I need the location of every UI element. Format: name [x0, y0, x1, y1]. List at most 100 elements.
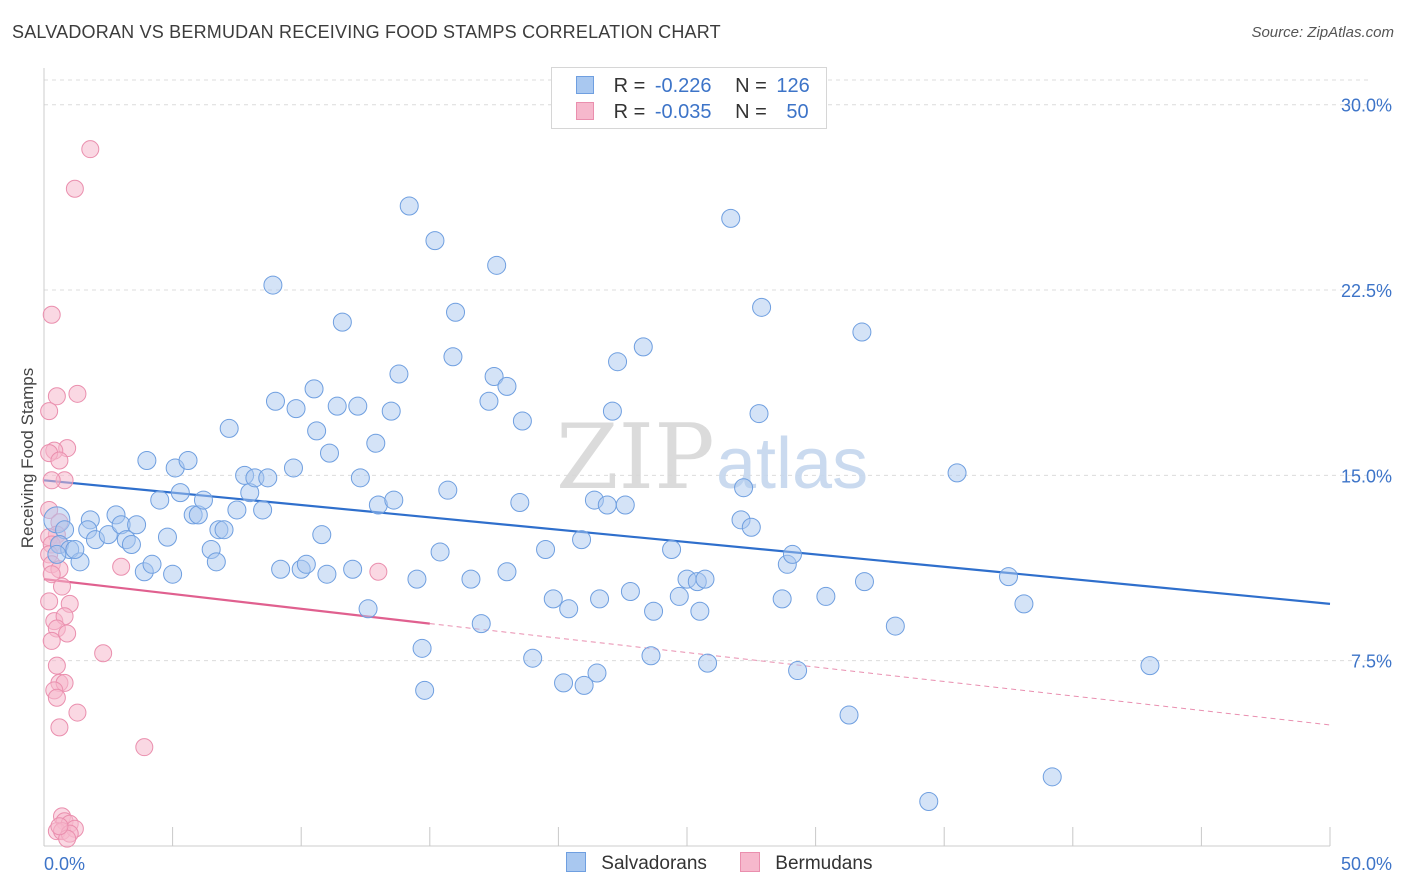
salvadoran-point	[608, 352, 628, 372]
salvadoran-point	[574, 675, 594, 695]
salvadoran-point	[399, 196, 419, 216]
x-tick-label: 0.0%	[44, 854, 85, 874]
salvadoran-point	[219, 418, 239, 438]
bermudan-point	[40, 402, 59, 421]
salvadoran-point	[641, 646, 661, 666]
r-label: R =	[613, 75, 646, 97]
salvadoran-point	[265, 391, 285, 411]
salvadoran-point	[749, 404, 769, 424]
salvadoran-point	[142, 554, 162, 574]
bermudan-point	[68, 384, 87, 403]
salvadoran-point	[214, 520, 234, 540]
salvadoran-point	[590, 589, 610, 609]
legend-row-salvadorans: R = -0.226 N = 126	[576, 75, 810, 99]
r-label: R =	[613, 101, 646, 123]
bermudan-point	[47, 656, 66, 675]
salvadoran-point	[721, 208, 741, 228]
bermudan-point	[68, 703, 87, 722]
salvadoran-point	[193, 490, 213, 510]
bermudan-legend-swatch	[740, 852, 760, 872]
n-value: 126	[776, 75, 810, 97]
salvadoran-point	[296, 554, 316, 574]
salvadoran-point	[587, 663, 607, 683]
salvadoran-point	[839, 705, 859, 725]
bermudan-point	[50, 451, 69, 470]
salvadoran-point	[734, 478, 754, 498]
bermudan-point	[50, 718, 69, 737]
bermudan-point	[47, 387, 66, 406]
bermudan-point	[65, 179, 84, 198]
bermudan-point	[53, 577, 72, 596]
salvadoran-point	[384, 490, 404, 510]
salvadoran-point	[157, 527, 177, 547]
salvadoran-point	[523, 648, 543, 668]
salvadoran-point	[412, 638, 432, 658]
bermudan-point	[81, 140, 100, 159]
salvadoran-point	[258, 468, 278, 488]
salvadoran-point	[348, 396, 368, 416]
bermudan-point	[42, 631, 61, 650]
watermark: ZIP atlas	[556, 405, 868, 510]
salvadoran-point	[47, 544, 67, 564]
x-tick-label: 50.0%	[1341, 854, 1392, 874]
salvadorans-label: Salvadorans	[601, 853, 707, 874]
n-value: 50	[786, 101, 809, 123]
legend-row-bermudans: R = -0.035 N = 50	[576, 101, 809, 125]
salvadoran-point	[947, 463, 967, 483]
salvadoran-point	[425, 231, 445, 251]
salvadoran-point	[487, 255, 507, 275]
salvadoran-point	[497, 376, 517, 396]
salvadoran-point	[381, 401, 401, 421]
correlation-legend: R = -0.226 N = 126 R = -0.035 N = 50	[551, 67, 827, 129]
salvadoran-point	[319, 443, 339, 463]
salvadoran-point	[741, 517, 761, 537]
salvadoran-point	[1140, 656, 1160, 676]
bermudan-points	[40, 140, 388, 848]
tick-labels: 7.5% 15.0% 22.5% 30.0% 0.0% 50.0%	[44, 96, 1392, 874]
salvadoran-point	[471, 614, 491, 634]
salvadoran-point	[644, 601, 664, 621]
salvadoran-point	[752, 297, 772, 317]
salvadoran-point	[283, 458, 303, 478]
salvadoran-point	[816, 586, 836, 606]
salvadoran-point	[366, 433, 386, 453]
salvadoran-point	[98, 525, 118, 545]
legend-item-salvadorans[interactable]: Salvadorans	[566, 852, 707, 875]
source-credit: Source: ZipAtlas.com	[1251, 24, 1394, 41]
salvadoran-point	[163, 564, 183, 584]
salvadoran-point	[430, 542, 450, 562]
salvadoran-point	[443, 347, 463, 367]
salvadoran-point	[543, 589, 563, 609]
n-label: N =	[735, 75, 767, 97]
salvadoran-point	[137, 451, 157, 471]
salvadoran-points	[43, 196, 1160, 812]
salvadoran-point	[788, 661, 808, 681]
n-label: N =	[735, 101, 767, 123]
salvadoran-point	[446, 302, 466, 322]
salvadoran-point	[999, 567, 1018, 587]
salvadoran-point	[263, 275, 283, 295]
salvadoran-point	[206, 552, 226, 572]
salvadoran-point	[695, 569, 715, 589]
salvadoran-trend-line	[43, 479, 1331, 605]
salvadoran-point	[510, 493, 530, 513]
y-tick-label: 30.0%	[1341, 96, 1392, 116]
bermudan-point	[112, 557, 131, 576]
legend-item-bermudans[interactable]: Bermudans	[740, 852, 872, 875]
salvadoran-point	[350, 468, 370, 488]
salvadoran-swatch	[576, 76, 594, 94]
salvadoran-point	[121, 535, 141, 555]
salvadoran-point	[615, 495, 635, 515]
salvadoran-point	[554, 673, 574, 693]
y-tick-label: 15.0%	[1341, 466, 1392, 486]
salvadoran-point	[286, 399, 306, 419]
salvadoran-point	[304, 379, 324, 399]
salvadoran-point	[559, 599, 579, 619]
salvadoran-point	[389, 364, 409, 384]
y-tick-label: 22.5%	[1341, 281, 1392, 301]
salvadoran-point	[178, 451, 198, 471]
salvadoran-point	[854, 572, 874, 592]
salvadoran-point	[669, 586, 689, 606]
bermudan-point	[58, 624, 77, 643]
salvadoran-point	[1042, 767, 1062, 787]
